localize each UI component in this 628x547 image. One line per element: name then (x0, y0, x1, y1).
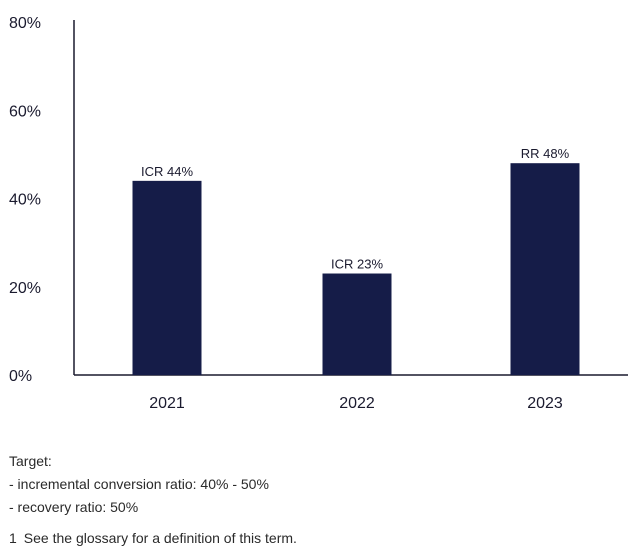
bar-2021 (132, 180, 202, 375)
x-tick-label: 2021 (149, 395, 185, 412)
bar-data-label: RR 48% (521, 146, 570, 161)
y-tick-label: 0% (9, 368, 32, 385)
x-tick-label: 2022 (339, 395, 375, 412)
target-line-rr: - recovery ratio: 50% (9, 499, 139, 515)
bar-2023 (510, 163, 580, 375)
bar-2022 (322, 273, 392, 375)
bars (132, 163, 580, 375)
footnote: 1 See the glossary for a definition of th… (9, 529, 297, 547)
bar-data-label: ICR 44% (141, 164, 193, 179)
target-heading: Target: (9, 453, 52, 469)
y-tick-label: 60% (9, 103, 41, 120)
bar-chart: 0% 20% 40% 60% 80% ICR 44% ICR 23% RR 48% 2021… (9, 15, 628, 412)
y-tick-label: 40% (9, 192, 41, 209)
y-tick-label: 20% (9, 280, 41, 297)
target-notes: Target: - incremental conversion ratio: … (9, 450, 269, 519)
target-line-icr: - incremental conversion ratio: 40% - 50… (9, 476, 269, 492)
x-tick-label: 2023 (527, 395, 563, 412)
footnote-text: See the glossary for a definition of thi… (23, 530, 297, 546)
footnote-number: 1 (9, 530, 17, 546)
y-tick-label: 80% (9, 15, 41, 32)
x-tick-labels: 2021 2022 2023 (149, 395, 563, 412)
bar-data-labels: ICR 44% ICR 23% RR 48% (141, 146, 570, 271)
y-tick-labels: 0% 20% 40% 60% 80% (9, 15, 41, 385)
bar-data-label: ICR 23% (331, 257, 383, 272)
